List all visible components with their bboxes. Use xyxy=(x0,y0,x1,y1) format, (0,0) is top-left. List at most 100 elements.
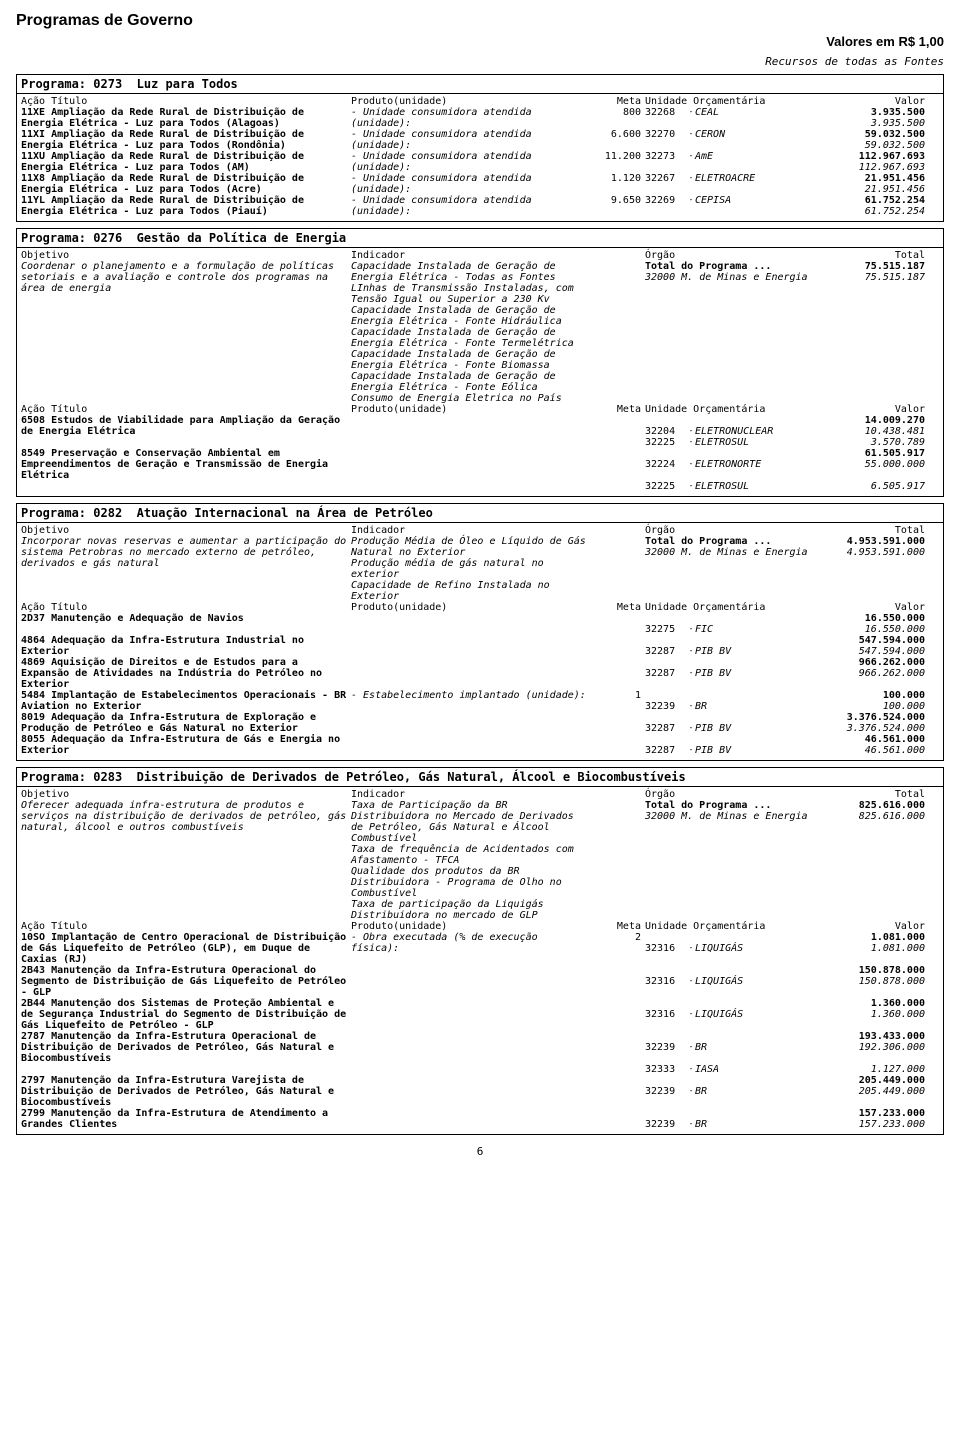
acao-title: 2D37 Manutenção e Adequação de Navios xyxy=(21,613,244,624)
valor: 1.127.000 xyxy=(815,1064,925,1075)
objetivo-text: Oferecer adequada infra-estrutura de pro… xyxy=(21,800,351,833)
total-prog-label: Total do Programa ... xyxy=(645,800,771,811)
prog-label: Programa: xyxy=(21,231,86,245)
meta: 800 xyxy=(591,107,645,118)
acao-title: 2799 Manutenção da Infra-Estrutura de At… xyxy=(21,1108,328,1130)
hdr-total: Total xyxy=(815,250,925,261)
acao-row: 4864 Adequação da Infra-Estrutura Indust… xyxy=(21,635,939,657)
hdr-valor: Valor xyxy=(815,602,925,613)
hdr-valor: Valor xyxy=(815,404,925,415)
unidade: 32267-ELETROACRE xyxy=(645,173,815,184)
col-headers: Ação Título Produto(unidade) Meta Unidad… xyxy=(21,921,939,932)
acao-title: 4869 Aquisição de Direitos e de Estudos … xyxy=(21,657,322,690)
meta: 6.600 xyxy=(591,129,645,140)
hdr-meta: Meta xyxy=(591,921,645,932)
valor: 3.935.5003.935.500 xyxy=(815,107,925,129)
hdr-produto: Produto(unidade) xyxy=(351,404,591,415)
total-prog-val: 825.616.000 xyxy=(815,800,925,811)
prog-code: 0283 xyxy=(93,770,122,784)
acao-title: 6508 Estudos de Viabilidade para Ampliaç… xyxy=(21,415,340,437)
acao-row: 2797 Manutenção da Infra-Estrutura Varej… xyxy=(21,1075,939,1108)
indicador: Capacidade Instalada de Geração de Energ… xyxy=(351,371,591,393)
valor: 966.262.000966.262.000 xyxy=(815,657,925,679)
unidade: 32316-LIQUIGÁS xyxy=(645,965,815,987)
valor: 61.752.25461.752.254 xyxy=(815,195,925,217)
objetivo-text: Coordenar o planejamento e a formulação … xyxy=(21,261,351,294)
acao-code: 11XU Ampliação da Rede Rural de Distribu… xyxy=(21,151,304,173)
acao-title: 2B44 Manutenção dos Sistemas de Proteção… xyxy=(21,998,346,1031)
total-orgao-val: 825.616.000 xyxy=(815,811,925,822)
produto: - Unidade consumidora atendida (unidade)… xyxy=(351,151,591,173)
valor: 1.081.0001.081.000 xyxy=(815,932,925,954)
indicador: Capacidade Instalada de Geração de Energ… xyxy=(351,305,591,327)
indicador: LInhas de Transmissão Instaladas, com Te… xyxy=(351,283,591,305)
acao-sub-row: 32225-ELETROSUL6.505.917 xyxy=(21,481,939,492)
unidade: 32287-PIB BV xyxy=(645,734,815,756)
hdr-orgao: Órgão xyxy=(645,250,815,261)
hdr-titulo: Título xyxy=(51,404,87,415)
prog-header-0276: Programa: 0276 Gestão da Política de Ene… xyxy=(16,228,944,248)
meta: 2 xyxy=(591,932,645,943)
hdr-unidade: Unidade Orçamentária xyxy=(645,96,815,107)
unidade: 32239-BR xyxy=(645,1108,815,1130)
prog-label: Programa: xyxy=(21,770,86,784)
prog-name: Distribuição de Derivados de Petróleo, G… xyxy=(137,770,686,784)
unidade: 32316-LIQUIGÁS xyxy=(645,998,815,1020)
meta: 1 xyxy=(591,690,645,701)
indicadores-list: Produção Média de Óleo e Líquido de Gás … xyxy=(351,536,591,602)
acao-row: 2799 Manutenção da Infra-Estrutura de At… xyxy=(21,1108,939,1130)
unidade: 32225-ELETROSUL xyxy=(645,481,815,492)
acao-code: 11X8 Ampliação da Rede Rural de Distribu… xyxy=(21,173,304,195)
acao-title: 8019 Adequação da Infra-Estrutura de Exp… xyxy=(21,712,316,734)
indicadores-list: Taxa de Participação da BR Distribuidora… xyxy=(351,800,591,921)
valor: 547.594.000547.594.000 xyxy=(815,635,925,657)
hdr-valor: Valor xyxy=(815,96,925,107)
orgao-name: M. de Minas e Energia xyxy=(681,811,807,822)
indicador: Capacidade Instalada de Geração de Energ… xyxy=(351,349,591,371)
acao-row: 11XU Ampliação da Rede Rural de Distribu… xyxy=(21,151,939,173)
prog-name: Luz para Todos xyxy=(137,77,238,91)
indicador: Taxa de frequência de Acidentados com Af… xyxy=(351,844,591,866)
unidade: 32269-CEPISA xyxy=(645,195,815,206)
meta: 1.120 xyxy=(591,173,645,184)
valor: 3.570.789 xyxy=(815,437,925,448)
acao-row: 11YL Ampliação da Rede Rural de Distribu… xyxy=(21,195,939,217)
hdr-produto: Produto(unidade) xyxy=(351,96,591,107)
indicador: Capacidade de Refino Instalada no Exteri… xyxy=(351,580,591,602)
unidade: 32204-ELETRONUCLEAR xyxy=(645,415,815,437)
valor: 46.561.00046.561.000 xyxy=(815,734,925,756)
valor: 150.878.000150.878.000 xyxy=(815,965,925,987)
indicador: Taxa de participação da Liquigás Distrib… xyxy=(351,899,591,921)
orgao-code: 32000 xyxy=(645,547,675,558)
acao-title: 8055 Adequação da Infra-Estrutura de Gás… xyxy=(21,734,340,756)
indicador: Capacidade Instalada de Geração de Energ… xyxy=(351,261,591,283)
unidade: 32287-PIB BV xyxy=(645,657,815,679)
unidade: 32273-AmE xyxy=(645,151,815,162)
hdr-objetivo: Objetivo xyxy=(21,525,351,536)
hdr-produto: Produto(unidade) xyxy=(351,921,591,932)
prog-header-0282: Programa: 0282 Atuação Internacional na … xyxy=(16,503,944,523)
acao-code: 11XI Ampliação da Rede Rural de Distribu… xyxy=(21,129,304,151)
produto: - Unidade consumidora atendida (unidade)… xyxy=(351,129,591,151)
prog-code: 0282 xyxy=(93,506,122,520)
valor: 16.550.00016.550.000 xyxy=(815,613,925,635)
unidade: 32268-CEAL xyxy=(645,107,815,118)
unidade: 32224-ELETRONORTE xyxy=(645,448,815,470)
hdr-total: Total xyxy=(815,789,925,800)
objetivo-text: Incorporar novas reservas e aumentar a p… xyxy=(21,536,351,569)
valor: 3.376.524.0003.376.524.000 xyxy=(815,712,925,734)
hdr-acao: Ação xyxy=(21,602,45,613)
hdr-meta: Meta xyxy=(591,602,645,613)
unidade: 32287-PIB BV xyxy=(645,712,815,734)
unidade: 32270-CERON xyxy=(645,129,815,140)
hdr-unidade: Unidade Orçamentária xyxy=(645,602,815,613)
acao-row: 11XI Ampliação da Rede Rural de Distribu… xyxy=(21,129,939,151)
total-prog-val: 4.953.591.000 xyxy=(815,536,925,547)
acao-title: 4864 Adequação da Infra-Estrutura Indust… xyxy=(21,635,304,657)
hdr-meta: Meta xyxy=(591,404,645,415)
acao-title: 2B43 Manutenção da Infra-Estrutura Opera… xyxy=(21,965,346,998)
acao-row: 11XE Ampliação da Rede Rural de Distribu… xyxy=(21,107,939,129)
col-headers: Ação Título Produto(unidade) Meta Unidad… xyxy=(21,96,939,107)
prog-body-0276: Objetivo Indicador Órgão Total Coordenar… xyxy=(16,248,944,497)
produto: - Unidade consumidora atendida (unidade)… xyxy=(351,107,591,129)
